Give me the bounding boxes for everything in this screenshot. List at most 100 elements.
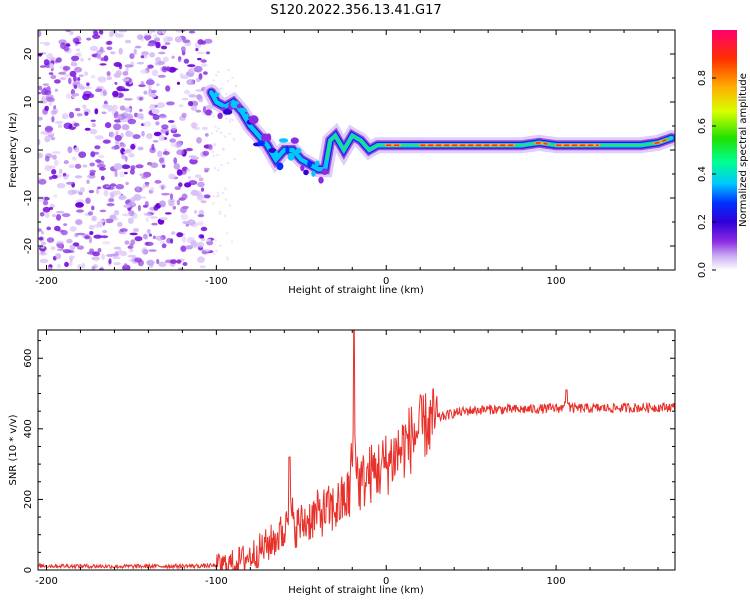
noise-blob — [124, 171, 128, 175]
noise-blob — [181, 46, 186, 53]
noise-blob — [39, 65, 46, 68]
noise-blob — [176, 149, 185, 156]
noise-blob — [203, 71, 208, 75]
noise-blob — [150, 93, 157, 98]
ridge-blob — [307, 160, 313, 168]
noise-blob — [129, 248, 134, 253]
noise-blob — [70, 62, 78, 67]
noise-blob — [153, 34, 158, 38]
noise-blob — [129, 243, 134, 250]
noise-blob — [181, 236, 187, 243]
noise-blob — [197, 241, 205, 248]
noise-blob — [90, 75, 96, 79]
noise-blob — [204, 133, 209, 137]
noise-blob — [38, 30, 42, 37]
noise-blob — [132, 134, 141, 140]
noise-blob — [182, 220, 189, 225]
noise-blob — [125, 181, 129, 186]
noise-blob — [62, 249, 72, 254]
y-tick-label: 400 — [23, 419, 34, 438]
noise-blob — [74, 66, 82, 73]
noise-blob — [134, 236, 143, 242]
noise-blob — [200, 59, 207, 63]
ridge-blob — [278, 138, 289, 143]
noise-blob — [66, 238, 73, 244]
noise-blob — [85, 197, 91, 204]
noise-blob — [225, 117, 228, 120]
noise-blob — [211, 150, 214, 153]
noise-blob — [200, 200, 207, 204]
noise-blob — [164, 42, 171, 45]
noise-blob — [142, 204, 148, 208]
noise-blob — [44, 125, 54, 133]
noise-blob — [97, 154, 105, 159]
noise-blob — [178, 267, 183, 270]
noise-blob — [176, 81, 181, 85]
noise-blob — [129, 232, 138, 236]
noise-blob — [41, 96, 46, 103]
noise-blob — [76, 113, 83, 117]
noise-blob — [48, 72, 54, 75]
noise-blob — [171, 55, 175, 59]
noise-blob — [217, 194, 220, 197]
noise-blob — [194, 65, 203, 73]
noise-blob — [121, 124, 130, 131]
noise-blob — [86, 251, 96, 255]
noise-blob — [121, 164, 131, 169]
noise-blob — [73, 75, 77, 82]
noise-blob — [228, 204, 232, 207]
noise-blob — [68, 164, 75, 169]
noise-blob — [111, 104, 118, 112]
ridge-blob — [290, 137, 299, 144]
x-tick-label: -200 — [35, 576, 58, 587]
noise-blob — [127, 118, 137, 125]
noise-blob — [59, 168, 63, 175]
noise-blob — [230, 240, 234, 243]
noise-blob — [86, 82, 90, 87]
noise-blob — [106, 76, 113, 81]
noise-blob — [74, 163, 82, 169]
noise-blob — [169, 193, 174, 200]
noise-blob — [86, 37, 92, 41]
colorbar-tick-label: 0.4 — [697, 166, 708, 182]
noise-blob — [108, 197, 115, 203]
noise-blob — [102, 241, 111, 245]
noise-blob — [185, 168, 191, 172]
noise-blob — [198, 73, 203, 80]
noise-blob — [161, 243, 167, 249]
noise-blob — [187, 100, 194, 107]
noise-blob — [63, 46, 70, 52]
noise-blob — [227, 68, 230, 72]
noise-blob — [101, 219, 107, 223]
colorbar-tick-label: 0.0 — [697, 262, 708, 278]
y-tick-label: -20 — [23, 238, 34, 254]
noise-blob — [90, 151, 96, 158]
noise-blob — [56, 264, 62, 269]
y-tick-label: 10 — [23, 96, 34, 109]
noise-blob — [90, 119, 96, 123]
noise-blob — [210, 112, 214, 115]
noise-blob — [185, 223, 190, 227]
noise-blob — [113, 246, 122, 250]
noise-blob — [197, 214, 205, 218]
noise-blob — [56, 248, 65, 252]
noise-blob — [208, 144, 213, 151]
noise-blob — [75, 219, 83, 226]
noise-blob — [74, 175, 83, 179]
y-tick-label: 600 — [23, 349, 34, 368]
noise-blob — [94, 108, 99, 115]
noise-blob — [81, 262, 86, 269]
noise-blob — [122, 71, 129, 76]
noise-blob — [225, 256, 229, 259]
noise-blob — [148, 233, 152, 237]
noise-blob — [119, 250, 128, 257]
noise-blob — [129, 53, 135, 60]
noise-blob — [210, 132, 214, 135]
x-tick-label: 0 — [383, 276, 389, 287]
noise-blob — [157, 150, 163, 158]
noise-blob — [109, 131, 115, 138]
noise-blob — [192, 122, 198, 127]
noise-blob — [63, 175, 69, 180]
noise-blob — [46, 97, 55, 103]
